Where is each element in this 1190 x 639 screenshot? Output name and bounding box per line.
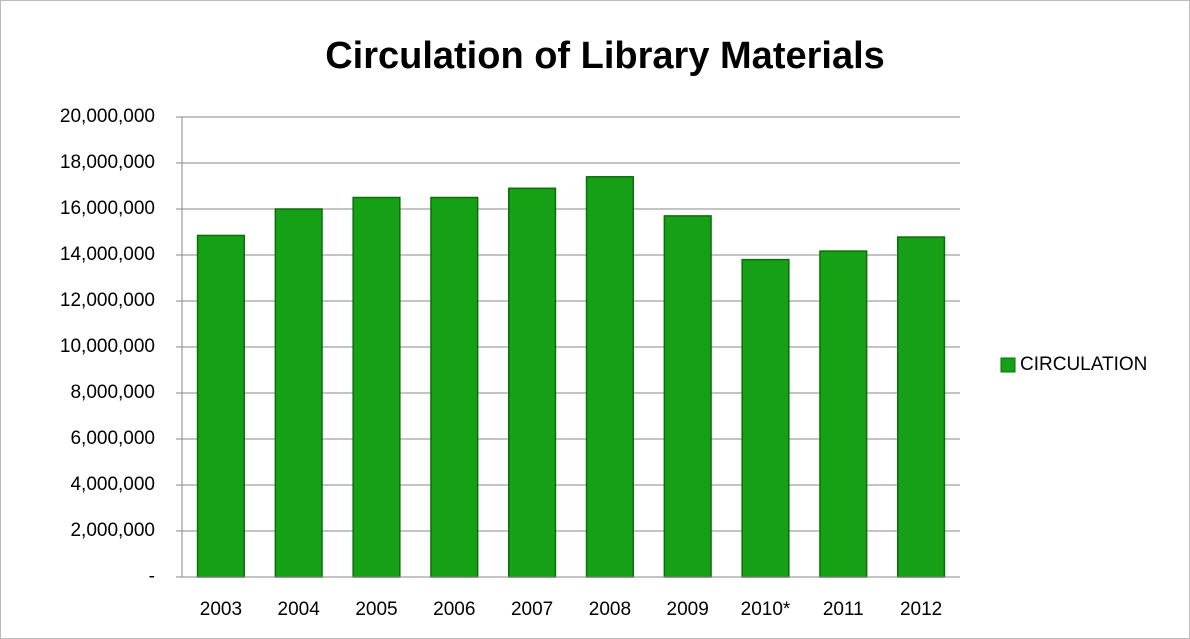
y-tick-label: 6,000,000	[70, 428, 155, 449]
y-tick-label: -	[149, 566, 155, 587]
bar	[196, 234, 245, 578]
y-tick-label: 18,000,000	[60, 152, 155, 173]
y-tick-label: 2,000,000	[70, 520, 155, 541]
x-tick-label: 2008	[589, 599, 631, 620]
x-tick-label: 2007	[511, 599, 553, 620]
y-tick-label: 20,000,000	[60, 106, 155, 127]
y-tick-label: 10,000,000	[60, 336, 155, 357]
bar	[897, 236, 946, 578]
bar	[819, 250, 868, 578]
x-tick-label: 2003	[200, 599, 242, 620]
x-tick-label: 2012	[900, 599, 942, 620]
x-tick-label: 2009	[667, 599, 709, 620]
y-tick-label: 8,000,000	[70, 382, 155, 403]
legend-label: CIRCULATION	[1020, 354, 1147, 375]
y-tick-label: 16,000,000	[60, 198, 155, 219]
x-tick-label: 2006	[433, 599, 475, 620]
x-tick-label: 2011	[823, 599, 864, 620]
bar	[508, 187, 557, 578]
bar	[352, 196, 401, 578]
x-tick-label: 2005	[355, 599, 397, 620]
y-tick-label: 4,000,000	[70, 474, 155, 495]
bar	[741, 258, 790, 578]
bar	[663, 215, 712, 578]
bar	[430, 196, 479, 578]
bar	[585, 176, 634, 578]
y-tick-label: 14,000,000	[60, 244, 155, 265]
y-tick-label: 12,000,000	[60, 290, 155, 311]
legend-swatch	[1000, 357, 1016, 373]
bar	[274, 208, 323, 578]
chart-title: Circulation of Library Materials	[325, 35, 885, 77]
x-tick-label: 2004	[278, 599, 321, 620]
x-tick-label: 2010*	[741, 599, 791, 620]
